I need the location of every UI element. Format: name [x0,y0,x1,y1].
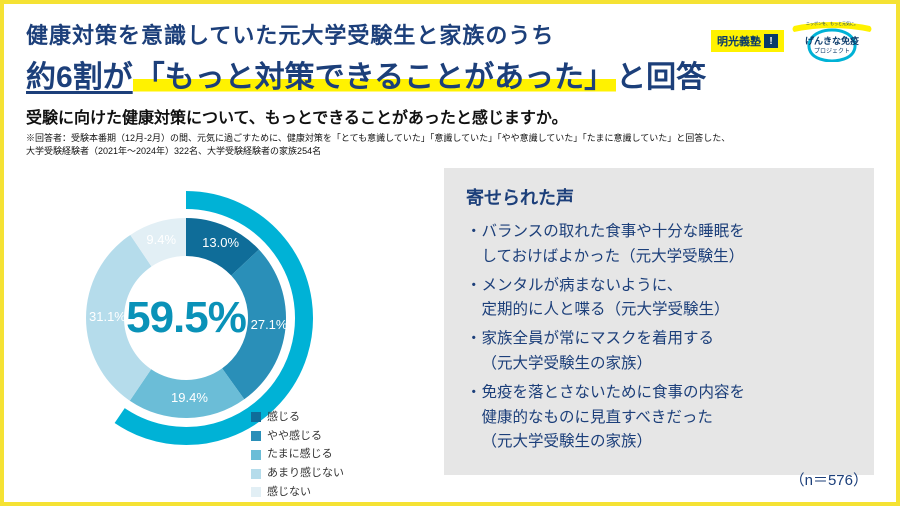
voices-panel: 寄せられた声 ・バランスの取れた食事や十分な睡眠を しておけばよかった（元大学受… [444,168,874,475]
logo-genki-immune: ニッポンを、もっと元気に。 げんきな免疫 プロジェクト [790,20,874,62]
legend-swatch [251,431,261,441]
legend-item: やや感じる [251,427,344,446]
segment-value-label: 31.1% [89,309,126,324]
chart-column: 59.5% 13.0% 27.1% 19.4% 31.1% 9.4% 感じるやや感じるた… [26,168,426,475]
voice-item: ・免疫を落とさないために食事の内容を 健康的なものに見直すべきだった （元大学受… [466,381,854,455]
voices-title: 寄せられた声 [466,184,854,210]
chart-center-value: 59.5% [126,293,246,343]
segment-value-label: 13.0% [202,235,239,250]
voice-item: ・家族全員が常にマスクを着用する （元大学受験生の家族） [466,327,854,377]
legend-label: あまり感じない [267,464,344,483]
legend-label: やや感じる [267,427,322,446]
title-highlight: 「もっと対策できることがあった」 [133,61,616,94]
segment-value-label: 19.4% [171,390,208,405]
segment-value-label: 27.1% [251,317,288,332]
legend-label: たまに感じる [267,445,333,464]
title-line2: 約6割が「もっと対策できることがあった」と回答 [26,52,711,96]
legend-swatch [251,412,261,422]
legend-item: 感じる [251,408,344,427]
logo-meiko-mark: ! [764,34,778,48]
legend-item: あまり感じない [251,464,344,483]
footnote: ※回答者：受験本番期（12月-2月）の間、元気に過ごすために、健康対策を「とても… [26,132,874,158]
voice-item: ・バランスの取れた食事や十分な睡眠を しておけばよかった（元大学受験生） [466,220,854,270]
legend-swatch [251,450,261,460]
sample-size-label: （n＝576） [790,469,868,490]
header-row: 健康対策を意識していた元大学受験生と家族のうち 約6割が「もっと対策できることが… [26,18,874,96]
voices-list: ・バランスの取れた食事や十分な睡眠を しておけばよかった（元大学受験生）・メンタ… [466,220,854,455]
content-row: 59.5% 13.0% 27.1% 19.4% 31.1% 9.4% 感じるやや感じるた… [26,168,874,475]
legend-label: 感じない [267,483,311,502]
voice-item: ・メンタルが病まないように、 定期的に人と喋る（元大学受験生） [466,274,854,324]
logo2-l2: プロジェクト [814,48,850,55]
infographic-frame: 健康対策を意識していた元大学受験生と家族のうち 約6割が「もっと対策できることが… [0,0,900,506]
legend-item: 感じない [251,483,344,502]
title-block: 健康対策を意識していた元大学受験生と家族のうち 約6割が「もっと対策できることが… [26,18,711,96]
legend-item: たまに感じる [251,445,344,464]
segment-value-label: 9.4% [146,232,176,247]
logo2-top: ニッポンを、もっと元気に。 [806,20,858,26]
legend-swatch [251,487,261,497]
legend-swatch [251,469,261,479]
title-line1: 健康対策を意識していた元大学受験生と家族のうち [26,18,711,50]
logo2-l1: げんきな免疫 [805,35,859,46]
title-tail: と回答 [616,61,706,94]
legend-label: 感じる [267,408,300,427]
logo-meiko-text: 明光義塾 [717,33,761,49]
title-underlined: 約6割が [26,61,133,94]
chart-legend: 感じるやや感じるたまに感じるあまり感じない感じない [251,408,344,501]
logo-meiko: 明光義塾 ! [711,30,784,52]
logo-group: 明光義塾 ! ニッポンを、もっと元気に。 げんきな免疫 プロジェクト [711,20,874,62]
subheading: 受験に向けた健康対策について、もっとできることがあったと感じますか。 [26,104,874,128]
